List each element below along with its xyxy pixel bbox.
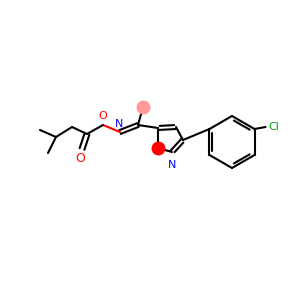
Text: Cl: Cl [268,122,279,132]
Text: O: O [99,111,107,121]
Text: N: N [115,119,123,129]
Text: N: N [168,160,176,170]
Text: O: O [75,152,85,165]
